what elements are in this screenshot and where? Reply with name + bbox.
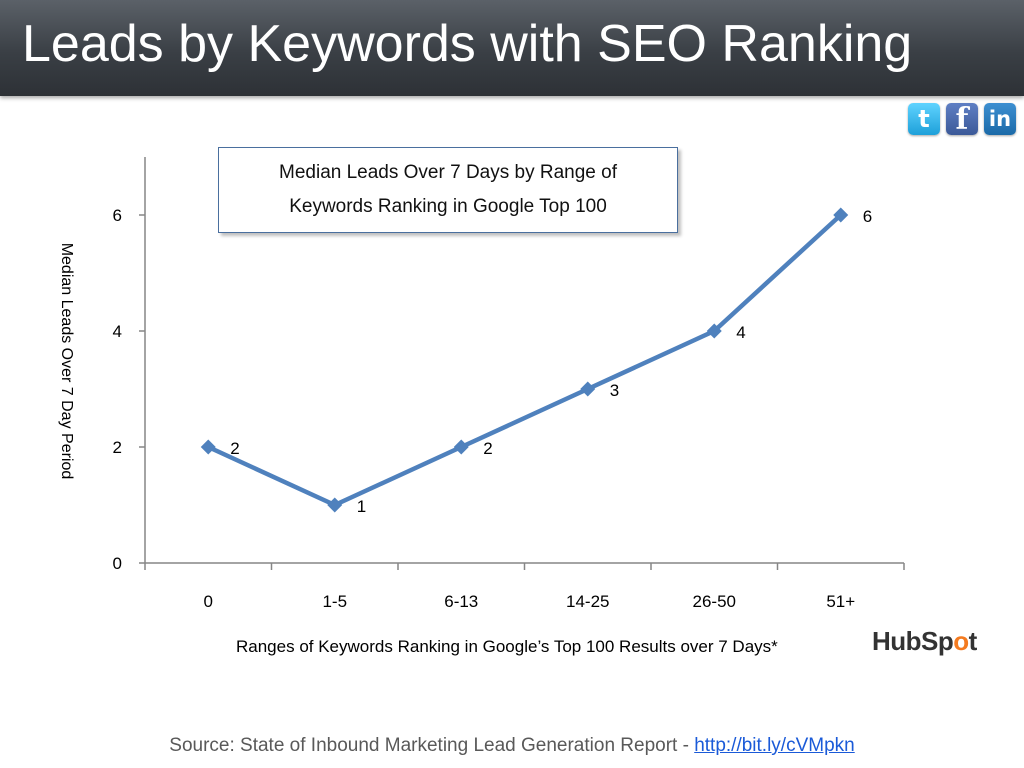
data-point [200,439,216,455]
data-point [580,381,596,397]
linkedin-icon[interactable]: in [984,103,1016,135]
y-tick-label: 0 [113,554,122,573]
data-point [327,497,343,513]
chart-title-line-2: Keywords Ranking in Google Top 100 [289,196,607,217]
x-tick-label: 51+ [826,592,855,611]
social-share-bar: t f in [908,102,1016,137]
chart-title-line-1: Median Leads Over 7 Days by Range of [279,162,617,183]
source-text: Source: State of Inbound Marketing Lead … [169,735,695,756]
source-link[interactable]: http://bit.ly/cVMpkn [694,735,855,756]
data-label: 3 [610,381,619,400]
data-point [706,323,722,339]
x-tick-label: 1-5 [322,592,347,611]
x-axis-title: Ranges of Keywords Ranking in Google’s T… [236,637,778,656]
slide-title: Leads by Keywords with SEO Ranking [22,15,913,73]
y-tick-label: 4 [113,322,122,341]
chart-title: Median Leads Over 7 Days by Range of Key… [218,147,678,233]
series-line [206,212,843,508]
y-axis-title: Median Leads Over 7 Day Period [58,242,75,480]
data-point [453,439,469,455]
y-tick-label: 2 [113,438,122,457]
x-tick-label: 26-50 [693,592,736,611]
hubspot-logo: HubSpot [872,626,977,657]
x-tick-label: 0 [204,592,213,611]
data-point [833,207,849,223]
x-tick-label: 6-13 [444,592,478,611]
hubspot-logo-text-2: t [968,626,978,656]
facebook-icon[interactable]: f [946,102,978,137]
x-tick-label: 14-25 [566,592,609,611]
y-tick-label: 6 [113,206,122,225]
data-label: 6 [863,207,872,226]
hubspot-logo-text-1: HubSp [872,626,954,656]
hubspot-logo-sprocket: o [953,626,969,656]
data-label: 4 [736,323,745,342]
title-bar: Leads by Keywords with SEO Ranking [0,0,1024,96]
source-footer: Source: State of Inbound Marketing Lead … [0,735,1024,757]
data-label: 2 [483,439,492,458]
data-label: 1 [357,497,366,516]
twitter-icon[interactable]: t [908,103,940,135]
data-label: 2 [230,439,239,458]
